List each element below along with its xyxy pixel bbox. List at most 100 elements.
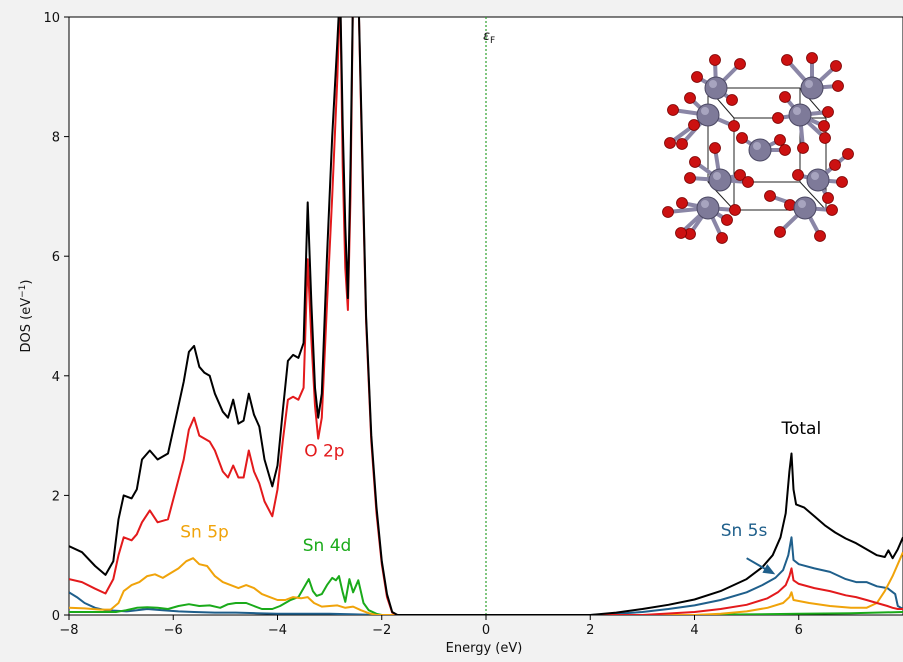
oxygen-atom [726, 94, 738, 106]
oxygen-atom [818, 120, 830, 132]
oxygen-atom [691, 71, 703, 83]
tin-atom [793, 196, 817, 220]
oxygen-atom [684, 92, 696, 104]
series-line-o-2p [69, 17, 903, 615]
oxygen-atom [774, 134, 786, 146]
oxygen-atom [814, 230, 826, 242]
label-o-2p: O 2p [304, 442, 344, 462]
x-tick-label: −4 [268, 623, 287, 638]
oxygen-atom [734, 169, 746, 181]
plot-area [68, 16, 903, 616]
oxygen-atom [826, 204, 838, 216]
y-axis-title-main: DOS (eV [19, 298, 34, 353]
tin-atom [696, 103, 720, 127]
series-line-sn-5p [69, 551, 903, 615]
tin-atom-highlight [805, 80, 813, 88]
tin-atom [806, 168, 830, 192]
oxygen-atom [664, 137, 676, 149]
label-sn-5p: Sn 5p [180, 522, 229, 542]
fermi-label-main: ε [483, 29, 490, 44]
x-tick-label: −8 [59, 623, 78, 638]
oxygen-atom [667, 104, 679, 116]
y-axis-title-close: ) [19, 280, 34, 285]
oxygen-atom [797, 142, 809, 154]
oxygen-atom [822, 192, 834, 204]
x-tick-label: 0 [482, 623, 490, 638]
label-sn-5s: Sn 5s [721, 521, 768, 541]
oxygen-atom [709, 54, 721, 66]
tin-atom-highlight [713, 172, 721, 180]
fermi-label-sub: F [490, 36, 495, 46]
y-tick-label: 4 [52, 370, 60, 385]
oxygen-atom [842, 148, 854, 160]
oxygen-atom [676, 197, 688, 209]
label-sn-4d: Sn 4d [303, 536, 352, 556]
tin-atom [748, 138, 772, 162]
tin-atom-highlight [701, 200, 709, 208]
y-axis-title-sup: −1 [18, 285, 28, 298]
oxygen-atom [792, 169, 804, 181]
oxygen-atom [772, 112, 784, 124]
oxygen-atom [662, 206, 674, 218]
oxygen-atom [836, 176, 848, 188]
oxygen-atom [806, 52, 818, 64]
unit-cell-edge [799, 181, 827, 211]
x-tick-label: 6 [795, 623, 803, 638]
y-tick-label: 8 [52, 131, 60, 146]
x-axis-title: Energy (eV) [446, 641, 523, 656]
series-group [69, 17, 903, 615]
y-tick-label: 10 [43, 11, 60, 26]
oxygen-atom [688, 119, 700, 131]
tin-atom-highlight [811, 172, 819, 180]
oxygen-atom [676, 138, 688, 150]
tin-atom [696, 196, 720, 220]
annotation-group: O 2p Sn 5p Sn 4d Sn 5s Total [180, 419, 821, 575]
oxygen-atom [729, 204, 741, 216]
fermi-label: εF [483, 29, 495, 46]
oxygen-atom [675, 227, 687, 239]
y-tick-label: 2 [52, 489, 60, 504]
oxygen-atom [832, 80, 844, 92]
oxygen-atom [716, 232, 728, 244]
tin-atom [704, 76, 728, 100]
series-line-sn-4d [69, 575, 903, 615]
oxygen-atom [829, 159, 841, 171]
x-tick-label: −2 [372, 623, 391, 638]
oxygen-atom [819, 132, 831, 144]
tick-group: −8 −6 −4 −2 0 2 4 6 0 2 4 6 8 10 [43, 11, 802, 638]
x-tick-label: 4 [690, 623, 698, 638]
oxygen-atom [689, 156, 701, 168]
oxygen-atom [774, 226, 786, 238]
tin-atom-highlight [753, 142, 761, 150]
oxygen-atom [728, 120, 740, 132]
oxygen-atom [684, 172, 696, 184]
tin-atom [788, 103, 812, 127]
oxygen-atom [764, 190, 776, 202]
oxygen-atom [779, 91, 791, 103]
tin-atom [800, 76, 824, 100]
x-tick-label: 2 [586, 623, 594, 638]
oxygen-atom [781, 54, 793, 66]
tin-atom-highlight [798, 200, 806, 208]
label-total: Total [781, 419, 822, 439]
oxygen-atom [736, 132, 748, 144]
oxygen-atom [779, 144, 791, 156]
tin-atom-highlight [701, 107, 709, 115]
oxygen-atom [709, 142, 721, 154]
y-tick-label: 6 [52, 250, 60, 265]
oxygen-atom [830, 60, 842, 72]
tin-atom-highlight [793, 107, 801, 115]
tin-atom [708, 168, 732, 192]
series-line-sn-5s [69, 536, 903, 615]
x-tick-label: −6 [164, 623, 183, 638]
oxygen-atom [734, 58, 746, 70]
oxygen-atom [742, 176, 754, 188]
sn5s-arrow-head [762, 564, 776, 575]
oxygen-atom [822, 106, 834, 118]
y-axis-title: DOS (eV−1) [18, 280, 34, 353]
y-tick-label: 0 [52, 609, 60, 624]
oxygen-atom [721, 214, 733, 226]
crystal-structure-inset [662, 52, 854, 244]
